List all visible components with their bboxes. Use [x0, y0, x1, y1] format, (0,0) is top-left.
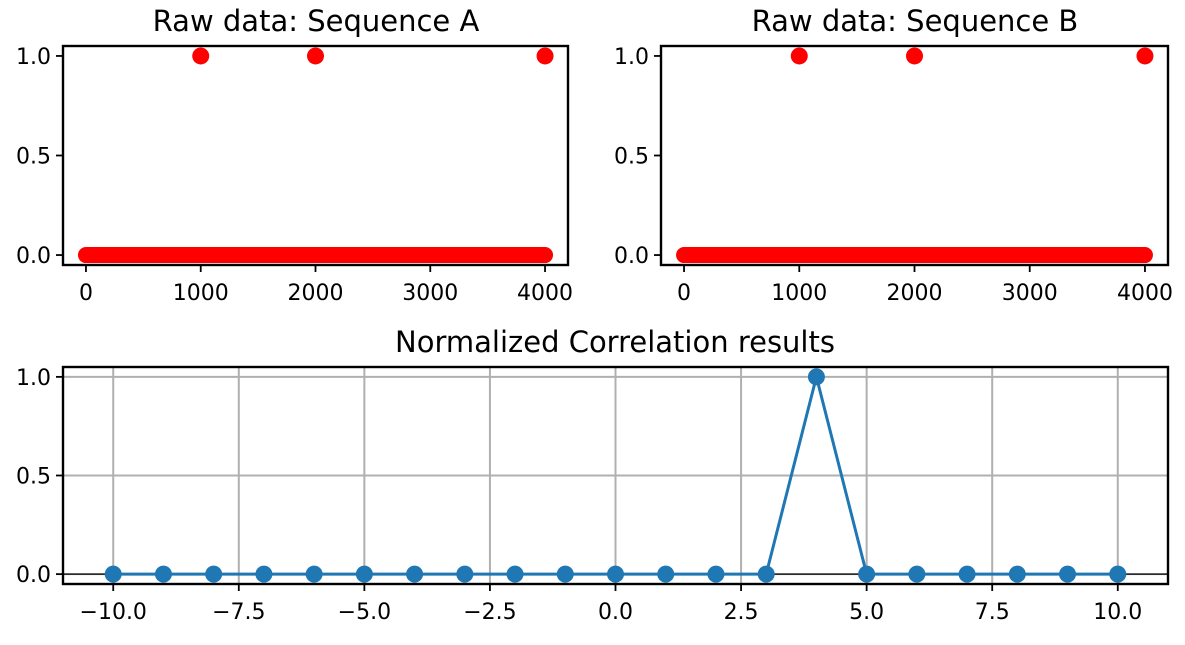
x-tick-label: 3000 — [1002, 281, 1058, 306]
x-tick-label: 0 — [677, 281, 691, 306]
data-point — [906, 47, 923, 65]
x-tick-label: 3000 — [402, 281, 458, 306]
panel-b-title: Raw data: Sequence B — [752, 4, 1079, 38]
data-point — [790, 47, 808, 65]
data-point — [305, 565, 323, 583]
y-tick-label: 0.0 — [16, 244, 51, 269]
x-tick-label: 2.5 — [724, 600, 759, 625]
x-tick-label: 2000 — [288, 281, 344, 306]
y-tick-label: 1.0 — [16, 45, 51, 70]
data-point — [556, 565, 574, 583]
data-point — [958, 565, 976, 583]
data-point — [536, 47, 554, 65]
data-point — [1109, 565, 1127, 583]
y-tick-label: 1.0 — [16, 366, 51, 391]
panel-a-title: Raw data: Sequence A — [153, 4, 480, 38]
data-point — [506, 565, 524, 583]
panel-sequence-b: 0 1000 2000 3000 4000 0.0 0.5 1.0 — [614, 44, 1173, 306]
data-point — [757, 565, 775, 583]
y-tick-label: 0.0 — [16, 563, 51, 588]
x-tick-label: −7.5 — [212, 600, 265, 625]
axes-frame — [659, 44, 1170, 267]
x-tick-label: 0.0 — [598, 600, 633, 625]
data-point — [1136, 47, 1154, 65]
y-tick-label: 1.0 — [614, 45, 649, 70]
x-tick-label: −2.5 — [463, 600, 516, 625]
data-point — [154, 565, 172, 583]
y-tick-label: 0.5 — [16, 145, 51, 170]
panel-correlation: −10.0 −7.5 −5.0 −2.5 0.0 2.5 5.0 7.5 10.0 0.0 0.5 1… — [16, 365, 1170, 625]
x-tick-label: 10.0 — [1093, 600, 1142, 625]
data-point — [255, 565, 273, 583]
x-tick-label: 1000 — [771, 281, 827, 306]
x-tick-label: 1000 — [173, 281, 229, 306]
data-point — [307, 47, 324, 65]
data-point — [908, 565, 926, 583]
data-point — [1008, 565, 1026, 583]
x-tick-label: 5.0 — [849, 600, 884, 625]
y-tick-label: 0.0 — [614, 244, 649, 269]
data-point — [657, 565, 675, 583]
data-point — [205, 565, 223, 583]
data-point — [707, 565, 725, 583]
x-tick-label: −5.0 — [338, 600, 391, 625]
x-tick-label: 2000 — [887, 281, 943, 306]
y-tick-label: 0.5 — [16, 465, 51, 490]
data-point — [858, 565, 876, 583]
y-tick-label: 0.5 — [614, 145, 649, 170]
panel-c-title: Normalized Correlation results — [395, 325, 835, 359]
data-point — [1059, 565, 1077, 583]
x-tick-label: −10.0 — [80, 600, 147, 625]
x-tick-label: 0 — [79, 281, 93, 306]
x-tick-label: 4000 — [1117, 281, 1173, 306]
x-tick-label: 7.5 — [975, 600, 1010, 625]
data-point — [355, 565, 373, 583]
data-point — [456, 565, 474, 583]
data-point — [104, 565, 122, 583]
panel-sequence-a: 0 1000 2000 3000 4000 0.0 0.5 1.0 — [16, 44, 573, 306]
x-tick-label: 4000 — [517, 281, 573, 306]
data-point — [406, 565, 424, 583]
data-point — [607, 565, 624, 583]
data-point — [192, 47, 210, 65]
data-point — [807, 368, 825, 386]
axes-frame — [61, 44, 570, 267]
